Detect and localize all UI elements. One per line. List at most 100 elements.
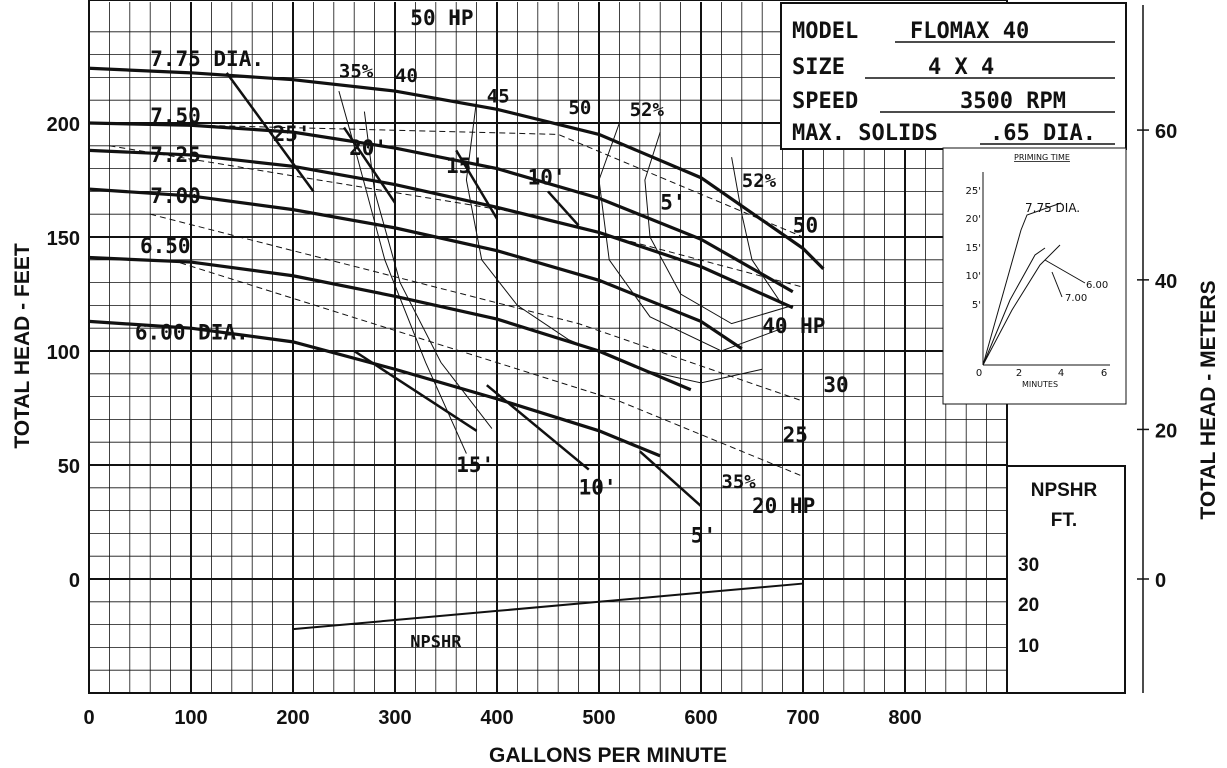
x-axis-title: GALLONS PER MINUTE <box>489 744 727 767</box>
inset-ytick-20: 20' <box>966 214 981 225</box>
inset-ytick-25: 25' <box>966 186 981 197</box>
label-npshr-curve: NPSHR <box>410 632 462 652</box>
efficiency-loop <box>644 131 793 325</box>
y-tick-label: 50 <box>58 456 80 478</box>
npshr-panel-frame <box>1006 465 1126 694</box>
label-npsh-10a: 10' <box>528 166 566 190</box>
efficiency-loop <box>338 90 467 454</box>
inset-xlabel: MINUTES <box>1022 380 1058 389</box>
y-axis-title-right: TOTAL HEAD - METERS <box>1197 280 1220 519</box>
label-npsh-25: 25' <box>273 122 311 146</box>
y-tick-label: 200 <box>47 114 80 136</box>
x-tick-label: 0 <box>83 707 94 729</box>
npsh-curve-segment <box>638 450 702 507</box>
x-tick-label: 500 <box>582 707 615 729</box>
head-curve-2 <box>88 121 794 294</box>
head-curve-7 <box>292 582 804 631</box>
label-eff-52b: 52% <box>742 170 777 192</box>
x-tick-label: 800 <box>888 707 921 729</box>
inset-curve-700 <box>982 244 1061 366</box>
label-hp-25: 25 <box>783 423 808 447</box>
label-eff-35-top: 35% <box>339 60 374 82</box>
npshr-panel-title: NPSHR <box>1031 480 1098 501</box>
inset-xtick-4: 4 <box>1058 368 1064 379</box>
label-npsh-5b: 5' <box>691 524 716 548</box>
npshr-panel: NPSHR FT. 30 20 10 <box>1006 465 1126 694</box>
npsh-curve-segment <box>486 384 590 471</box>
npsh-curve-segment <box>353 349 478 432</box>
solids-label: MAX. SOLIDS <box>792 121 938 146</box>
label-dia-725: 7.25 <box>150 143 201 167</box>
head-curve-5 <box>88 255 692 392</box>
label-eff-35-bot: 35% <box>721 471 756 493</box>
inset-label-600: 6.00 <box>1086 280 1108 291</box>
inset-ytick-5: 5' <box>972 300 981 311</box>
x-tick-label: 700 <box>786 707 819 729</box>
head-curve-4 <box>88 187 743 351</box>
npshr-scale-30: 30 <box>1018 555 1039 576</box>
label-eff-45: 45 <box>487 85 510 107</box>
label-eff-52a: 52% <box>630 99 665 121</box>
y-tick-label: 150 <box>47 228 80 250</box>
label-hp-50: 50 HP <box>410 6 473 30</box>
efficiency-loop <box>731 157 784 306</box>
label-dia-600: 6.00 DIA. <box>135 321 249 345</box>
efficiency-guide-line <box>109 145 804 288</box>
label-npsh-15b: 15' <box>456 453 494 477</box>
efficiency-loop <box>363 111 493 429</box>
inset-leader-700 <box>1051 271 1063 298</box>
npshr-scale-20: 20 <box>1018 595 1039 616</box>
efficiency-guide-line <box>150 213 804 402</box>
head-curve-6 <box>88 319 661 458</box>
npsh-curve-segment <box>547 190 580 227</box>
label-npsh-5a: 5' <box>660 191 685 215</box>
head-curve-1 <box>88 66 825 271</box>
npshr-panel-unit: FT. <box>1051 510 1077 531</box>
solids-value: .65 DIA. <box>990 121 1096 146</box>
x-tick-label: 100 <box>174 707 207 729</box>
head-curve-3 <box>88 148 794 310</box>
speed-value: 3500 RPM <box>960 89 1066 114</box>
efficiency-guide-line <box>170 259 804 477</box>
label-dia-650: 6.50 <box>140 234 191 258</box>
series-layer <box>88 66 825 631</box>
info-box: MODEL FLOMAX 40 SIZE 4 X 4 SPEED 3500 RP… <box>780 2 1127 150</box>
efficiency-loop <box>465 100 763 384</box>
right-tick-label: 20 <box>1155 420 1177 442</box>
label-hp-50b: 50 <box>793 213 818 237</box>
model-value: FLOMAX 40 <box>910 19 1029 44</box>
npsh-curve-segment <box>455 149 499 220</box>
grid <box>88 2 1008 694</box>
inset-label-700: 7.00 <box>1065 293 1087 304</box>
right-axis: 0 20 40 60 <box>1137 121 1177 592</box>
inset-title: PRIMING TIME <box>1014 153 1070 162</box>
npshr-scale-10: 10 <box>1018 636 1039 657</box>
inset-label-775: 7.75 DIA. <box>1025 201 1080 215</box>
model-label: MODEL <box>792 19 858 44</box>
inset-curve-600 <box>982 247 1046 366</box>
inset-ytick-15: 15' <box>966 243 981 254</box>
overlay-layer: 7.75 DIA. 7.50 7.25 7.00 6.50 6.00 DIA. 50 HP 5… <box>109 6 849 652</box>
npsh-curve-segment <box>225 72 315 193</box>
label-hp-40: 40 HP <box>762 314 825 338</box>
info-box-frame <box>780 2 1127 150</box>
right-tick-label: 0 <box>1155 570 1166 592</box>
label-hp-30: 30 <box>823 373 848 397</box>
x-tick-label: 600 <box>684 707 717 729</box>
x-tick-label: 300 <box>378 707 411 729</box>
right-tick-label: 40 <box>1155 271 1177 293</box>
right-tick-label: 60 <box>1155 121 1177 143</box>
size-value: 4 X 4 <box>928 55 994 80</box>
label-eff-50: 50 <box>568 97 591 119</box>
label-dia-700: 7.00 <box>150 184 201 208</box>
label-npsh-10b: 10' <box>579 476 617 500</box>
npsh-curve-segment <box>342 126 397 204</box>
y-axis-title-left: TOTAL HEAD - FEET <box>11 243 34 449</box>
inset-xtick-6: 6 <box>1101 368 1107 379</box>
label-dia-750: 7.50 <box>150 104 201 128</box>
size-label: SIZE <box>792 55 845 80</box>
inset-xtick-2: 2 <box>1016 368 1022 379</box>
inset-leader-600 <box>1044 259 1086 284</box>
bottom-axis: 0 100 200 300 400 500 600 700 800 <box>83 707 921 729</box>
efficiency-guide-line <box>109 122 804 238</box>
